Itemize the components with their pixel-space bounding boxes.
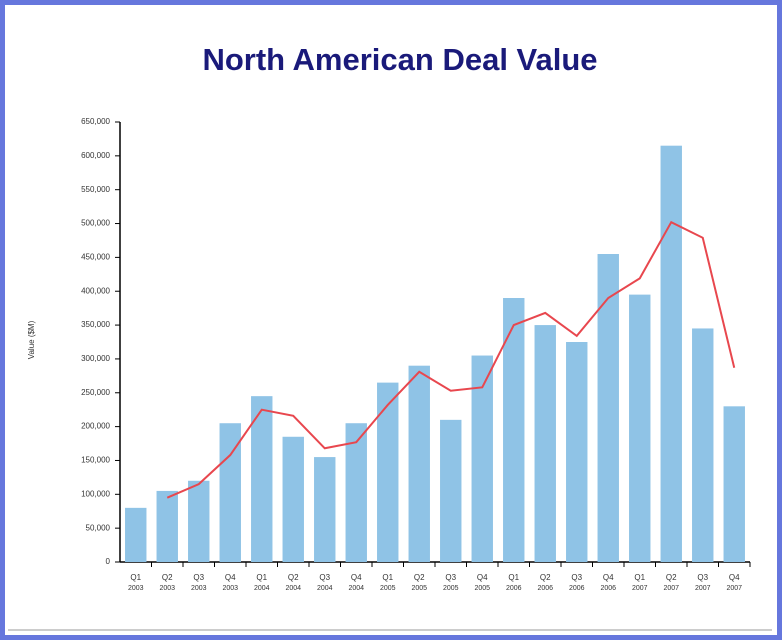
y-tick-label: 400,000: [81, 286, 110, 295]
x-tick-label: Q2: [414, 573, 425, 582]
x-tick-label: Q4: [351, 573, 362, 582]
bar: [314, 457, 336, 562]
x-tick-label: Q3: [571, 573, 582, 582]
y-tick-label: 0: [106, 557, 111, 566]
x-tick-label: Q3: [319, 573, 330, 582]
bar: [660, 145, 682, 562]
x-tick-label: 2006: [537, 585, 553, 592]
x-tick-label: 2006: [600, 585, 616, 592]
bar: [345, 423, 367, 562]
x-tick-label: 2007: [632, 585, 648, 592]
bar: [188, 480, 210, 562]
bar: [629, 294, 651, 562]
bar: [503, 298, 525, 562]
x-tick-label: Q2: [666, 573, 677, 582]
y-axis-label: Value ($M): [27, 320, 36, 359]
x-tick-label: 2005: [474, 585, 490, 592]
y-tick-label: 300,000: [81, 354, 110, 363]
x-tick-label: Q3: [445, 573, 456, 582]
y-tick-label: 250,000: [81, 388, 110, 397]
x-tick-label: 2006: [569, 585, 585, 592]
line: [166, 220, 736, 499]
x-tick-label: Q2: [540, 573, 551, 582]
bar: [597, 254, 619, 562]
x-tick-label: Q3: [193, 573, 204, 582]
bar: [566, 342, 588, 562]
x-tick-label: Q2: [288, 573, 299, 582]
bar: [282, 436, 304, 562]
x-tick-label: 2003: [159, 585, 175, 592]
x-tick-label: 2004: [285, 585, 301, 592]
x-tick-label: Q3: [697, 573, 708, 582]
x-tick-label: 2004: [317, 585, 333, 592]
bar: [251, 396, 273, 562]
bar: [440, 419, 462, 562]
y-tick-label: 200,000: [81, 422, 110, 431]
x-tick-label: 2004: [254, 585, 270, 592]
y-tick-label: 100,000: [81, 489, 110, 498]
x-tick-label: Q2: [162, 573, 173, 582]
y-tick-label: 350,000: [81, 320, 110, 329]
x-tick-label: Q4: [477, 573, 488, 582]
x-tick-label: 2003: [128, 585, 144, 592]
x-tick-label: 2007: [663, 585, 679, 592]
y-tick-label: 650,000: [81, 117, 110, 126]
bar: [692, 328, 714, 562]
x-tick-label: 2003: [191, 585, 207, 592]
x-tick-label: 2005: [443, 585, 459, 592]
chart-title: North American Deal Value: [202, 42, 597, 77]
x-tick-label: 2004: [348, 585, 364, 592]
x-tick-label: 2007: [726, 585, 742, 592]
bar: [408, 365, 430, 562]
x-tick-label: Q4: [225, 573, 236, 582]
x-tick-label: Q4: [729, 573, 740, 582]
bar: [723, 406, 745, 562]
x-tick-label: Q1: [634, 573, 645, 582]
bar: [377, 382, 399, 562]
x-tick-label: Q4: [603, 573, 614, 582]
x-tick-label: 2003: [222, 585, 238, 592]
x-tick-label: 2006: [506, 585, 522, 592]
x-tick-label: 2005: [411, 585, 427, 592]
bar: [156, 490, 178, 562]
y-tick-label: 600,000: [81, 151, 110, 160]
y-tick-label: 150,000: [81, 456, 110, 465]
y-tick-label: 450,000: [81, 252, 110, 261]
bar: [219, 423, 241, 562]
y-tick-label: 50,000: [86, 523, 111, 532]
x-tick-label: Q1: [256, 573, 267, 582]
bar: [471, 355, 493, 562]
bar: [125, 507, 147, 562]
x-tick-label: Q1: [130, 573, 141, 582]
x-tick-label: Q1: [508, 573, 519, 582]
bar: [534, 325, 556, 562]
y-tick-label: 550,000: [81, 185, 110, 194]
y-tick-label: 500,000: [81, 219, 110, 228]
x-tick-label: 2005: [380, 585, 396, 592]
x-tick-label: Q1: [382, 573, 393, 582]
x-tick-label: 2007: [695, 585, 711, 592]
